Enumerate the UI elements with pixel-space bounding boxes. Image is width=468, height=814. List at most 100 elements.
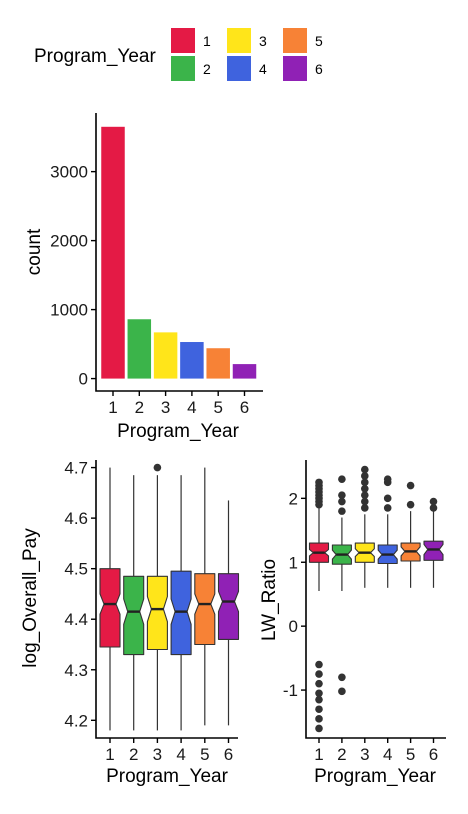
box1-x-tick-label: 2 [129, 745, 138, 764]
legend-title: Program_Year [34, 46, 156, 67]
box1-box-1 [99, 568, 121, 648]
bar-y-tick-label: 2000 [50, 232, 88, 251]
legend-swatch-2 [171, 56, 195, 81]
box2-outlier-5 [406, 481, 415, 490]
box2-outlier-3 [361, 491, 369, 499]
box2-y-axis-label: LW_Ratio [259, 559, 280, 641]
box2-outlier-2 [338, 507, 346, 515]
box1-x-tick-label: 4 [176, 745, 185, 764]
bar-x-tick-label: 5 [213, 398, 222, 417]
box2-outlier-3 [361, 472, 369, 480]
box1-y-tick-label: 4.5 [64, 560, 88, 579]
box2-y-tick-label: 2 [289, 489, 298, 508]
legend-swatch-3 [227, 28, 251, 53]
legend-label-1: 1 [203, 33, 211, 49]
bar-x-tick-label: 1 [108, 398, 117, 417]
box2-outlier-2 [338, 687, 346, 696]
box2-box-6 [423, 540, 444, 561]
box2-outlier-1 [315, 478, 323, 487]
box1-x-tick-label: 1 [105, 745, 114, 764]
legend-swatch-5 [283, 28, 307, 53]
box2-outlier-4 [383, 475, 392, 483]
box2-outlier-2 [338, 491, 346, 499]
box2-outlier-6 [429, 497, 438, 506]
box1-axes [95, 460, 238, 739]
box2-y-tick-label: 1 [289, 553, 298, 572]
box2-outlier-1 [315, 689, 323, 698]
box2-outlier-4 [383, 504, 392, 512]
bar-chart-count: Program_Year count 0 1000 2000 3000 1 2 3 4 5 6 [24, 113, 263, 442]
box2-outlier-4 [383, 494, 392, 503]
box1-y-tick-label: 4.2 [64, 711, 88, 730]
box2-outlier-1 [315, 670, 323, 678]
box1-y-tick-label: 4.4 [64, 610, 88, 629]
legend-swatch-6 [283, 56, 307, 81]
bar-x-tick-label: 2 [135, 398, 144, 417]
legend: Program_Year 1 2 3 4 5 6 [34, 28, 323, 81]
box1-box-6 [217, 573, 240, 640]
box2-outlier-3 [361, 465, 369, 474]
box2-outlier-2 [338, 475, 346, 483]
bar-year-4 [180, 342, 204, 379]
box1-x-tick-label: 3 [153, 745, 162, 764]
bar-axes [95, 113, 263, 392]
box1-y-tick-label: 4.6 [64, 509, 88, 528]
bar-y-axis-label: count [24, 228, 45, 275]
box1-y-tick-label: 4.7 [64, 459, 88, 478]
box1-x-tick-label: 5 [200, 745, 209, 764]
box2-x-tick-label: 3 [360, 745, 369, 764]
box2-outlier-1 [315, 679, 323, 688]
box2-x-tick-label: 1 [314, 745, 323, 764]
box2-outlier-3 [361, 504, 369, 512]
box1-x-axis-label: Program_Year [106, 766, 228, 787]
box2-outlier-2 [338, 497, 346, 506]
box2-outlier-1 [315, 724, 323, 733]
legend-label-5: 5 [315, 33, 323, 49]
box1-box-3 [146, 575, 168, 651]
box2-outlier-3 [361, 484, 369, 493]
box1-box-4 [170, 570, 192, 656]
legend-label-2: 2 [203, 61, 211, 77]
box2-x-tick-label: 6 [429, 745, 438, 764]
box2-outlier-5 [406, 500, 415, 509]
box2-x-tick-label: 5 [406, 745, 415, 764]
boxplot-log-overall-pay: Program_Year log_Overall_Pay 4.2 4.3 4.4 4.… [20, 459, 240, 787]
legend-label-3: 3 [259, 33, 267, 49]
box2-outlier-2 [338, 673, 346, 682]
box1-y-tick-label: 4.3 [64, 661, 88, 680]
box1-y-axis-label: log_Overall_Pay [20, 528, 41, 668]
bar-y-tick-label: 3000 [50, 163, 88, 182]
bar-year-5 [206, 348, 230, 379]
bar-x-tick-label: 6 [240, 398, 249, 417]
bar-y-tick-label: 1000 [50, 301, 88, 320]
box1-box-2 [123, 575, 145, 656]
box2-y-tick-label: 0 [289, 617, 298, 636]
box2-x-tick-label: 2 [337, 745, 346, 764]
bar-year-1 [101, 126, 125, 379]
box2-outlier-6 [429, 504, 438, 512]
box2-x-axis-label: Program_Year [314, 766, 436, 787]
bar-x-axis-label: Program_Year [117, 421, 239, 442]
box2-outlier-3 [361, 478, 369, 487]
box2-outlier-1 [315, 695, 323, 704]
legend-label-4: 4 [259, 61, 267, 77]
bar-y-tick-label: 0 [79, 370, 88, 389]
box2-outlier-1 [315, 715, 323, 723]
box2-x-tick-label: 4 [383, 745, 392, 764]
legend-swatch-1 [171, 28, 195, 53]
box2-outlier-1 [315, 705, 323, 714]
box1-outlier-3 [153, 463, 162, 472]
box1-box-5 [194, 573, 216, 646]
legend-swatch-4 [227, 56, 251, 81]
bar-x-tick-label: 3 [161, 398, 170, 417]
box2-y-tick-label: -1 [283, 681, 298, 700]
box2-axes [305, 460, 446, 739]
legend-label-6: 6 [315, 61, 323, 77]
bar-year-6 [232, 364, 257, 379]
bar-x-tick-label: 4 [187, 398, 196, 417]
box2-outlier-1 [315, 660, 323, 669]
box1-x-tick-label: 6 [224, 745, 233, 764]
bar-year-2 [127, 319, 152, 379]
